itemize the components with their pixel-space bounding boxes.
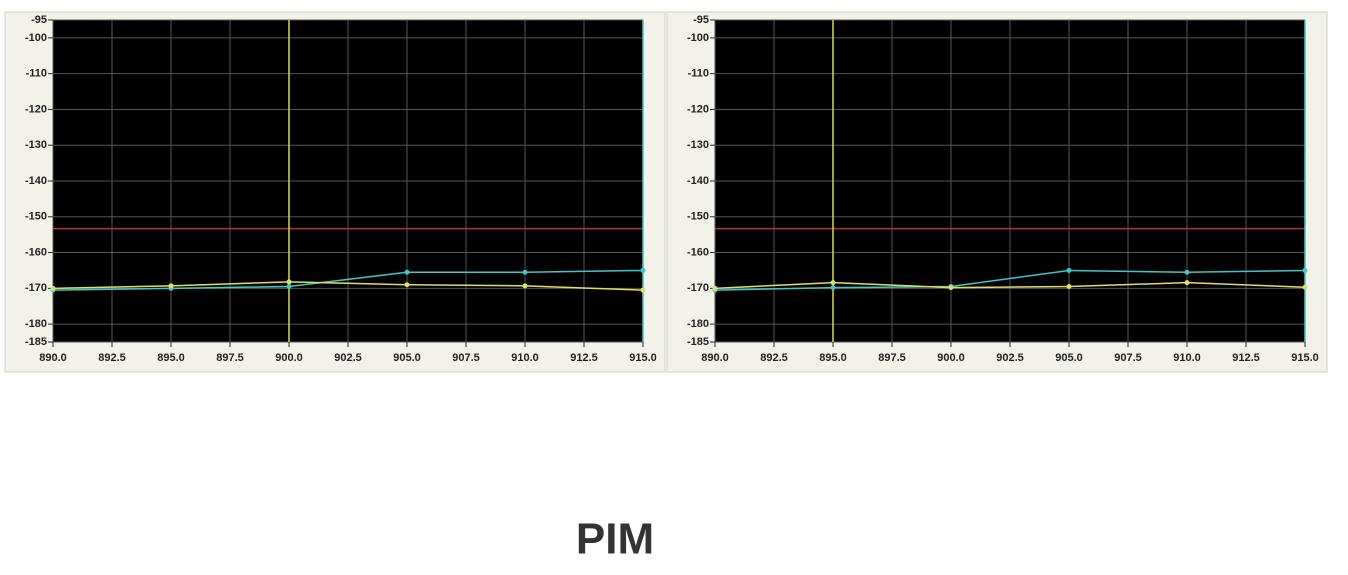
x-tick-label: 910.0 bbox=[1173, 352, 1201, 364]
data-point bbox=[830, 280, 836, 286]
x-tick-label: 912.5 bbox=[1232, 352, 1260, 364]
data-point bbox=[1184, 280, 1190, 286]
series-line bbox=[52, 281, 644, 291]
y-tick-label: -110 bbox=[688, 68, 709, 80]
data-point bbox=[168, 283, 174, 289]
y-tick-label: -170 bbox=[687, 282, 709, 294]
data-point bbox=[404, 269, 410, 275]
y-tick-label: -95 bbox=[31, 14, 47, 26]
x-tick-label: 915.0 bbox=[1291, 352, 1319, 364]
y-tick-label: -95 bbox=[693, 14, 709, 26]
x-tick-label: 892.5 bbox=[760, 352, 788, 364]
x-tick-label: 890.0 bbox=[39, 352, 67, 364]
series-line bbox=[52, 269, 644, 291]
x-tick-label: 900.0 bbox=[937, 352, 965, 364]
y-tick-label: -130 bbox=[687, 139, 709, 151]
data-point bbox=[830, 285, 836, 291]
x-tick-label: 895.0 bbox=[819, 352, 847, 364]
data-point bbox=[1302, 267, 1308, 273]
y-tick-label: -150 bbox=[25, 211, 47, 223]
data-point bbox=[1066, 284, 1072, 290]
y-tick-label: -120 bbox=[25, 103, 47, 115]
data-point bbox=[404, 282, 410, 288]
x-tick-label: 900.0 bbox=[275, 352, 303, 364]
caption: PIM bbox=[576, 515, 654, 564]
y-tick-label: -100 bbox=[25, 32, 47, 44]
x-tick-label: 902.5 bbox=[334, 352, 362, 364]
data-point bbox=[50, 285, 56, 291]
x-tick-label: 892.5 bbox=[98, 352, 126, 364]
x-tick-label: 895.0 bbox=[157, 352, 185, 364]
y-tick-label: -130 bbox=[25, 139, 47, 151]
x-tick-label: 905.0 bbox=[1055, 352, 1083, 364]
data-point bbox=[1302, 284, 1308, 290]
x-tick-label: 905.0 bbox=[393, 352, 421, 364]
x-tick-label: 897.5 bbox=[216, 352, 244, 364]
data-point bbox=[712, 285, 718, 291]
data-point bbox=[948, 285, 954, 291]
x-tick-label: 915.0 bbox=[629, 352, 657, 364]
y-tick-label: -140 bbox=[687, 175, 709, 187]
y-tick-label: -180 bbox=[687, 318, 709, 330]
data-point bbox=[640, 287, 646, 293]
data-point bbox=[522, 269, 528, 275]
y-tick-label: -180 bbox=[25, 318, 47, 330]
x-tick-label: 890.0 bbox=[701, 352, 729, 364]
series-line bbox=[714, 269, 1306, 291]
data-point bbox=[640, 267, 646, 273]
data-point bbox=[522, 283, 528, 289]
y-tick-label: -110 bbox=[26, 68, 47, 80]
y-tick-label: -120 bbox=[687, 103, 709, 115]
x-tick-label: 907.5 bbox=[452, 352, 480, 364]
y-tick-label: -140 bbox=[25, 175, 47, 187]
x-tick-label: 907.5 bbox=[1114, 352, 1142, 364]
x-tick-label: 910.0 bbox=[511, 352, 539, 364]
y-tick-label: -150 bbox=[687, 211, 709, 223]
y-tick-label: -185 bbox=[687, 336, 709, 348]
x-tick-label: 902.5 bbox=[996, 352, 1024, 364]
y-tick-label: -160 bbox=[25, 246, 47, 258]
x-tick-label: 912.5 bbox=[570, 352, 598, 364]
series-line bbox=[714, 281, 1306, 290]
data-point bbox=[286, 279, 292, 285]
y-tick-label: -185 bbox=[25, 336, 47, 348]
data-point bbox=[1066, 267, 1072, 273]
x-tick-label: 897.5 bbox=[878, 352, 906, 364]
y-tick-label: -170 bbox=[25, 282, 47, 294]
data-point bbox=[1184, 269, 1190, 275]
data-point bbox=[286, 284, 292, 290]
y-tick-label: -100 bbox=[687, 32, 709, 44]
y-tick-label: -160 bbox=[687, 246, 709, 258]
